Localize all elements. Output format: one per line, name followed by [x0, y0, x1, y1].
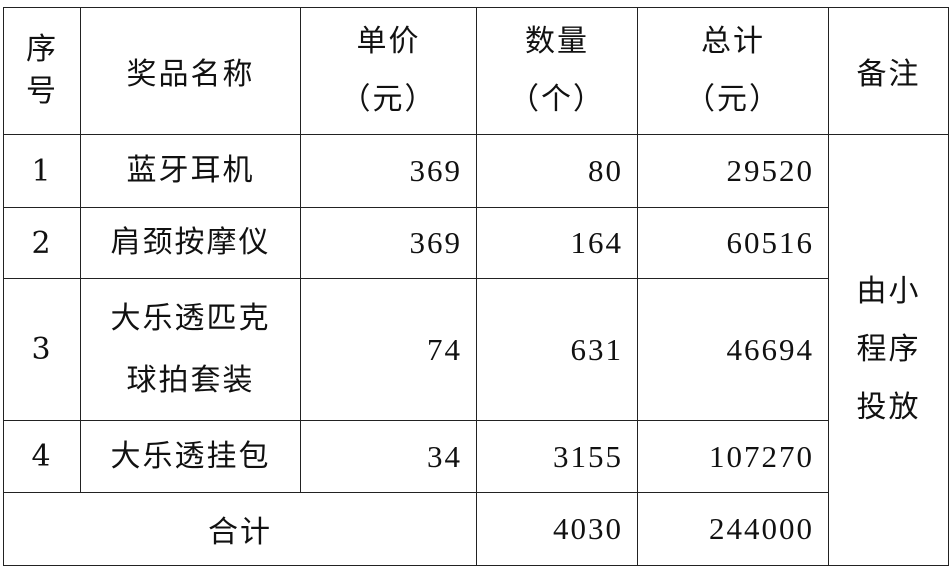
note-line: 投放 — [856, 390, 921, 425]
cell-name: 蓝牙耳机 — [80, 134, 301, 208]
cell-index: 2 — [3, 207, 81, 279]
header-index-line: 序 — [26, 32, 58, 67]
header-qty-label: 数量 — [525, 24, 589, 59]
table-row: 3 大乐透匹克球拍套装 74 631 46694 — [3, 278, 949, 421]
summary-total: 244000 — [637, 492, 829, 566]
cell-price: 34 — [300, 420, 477, 493]
header-total: 总计 （元） — [637, 7, 829, 135]
cell-name: 肩颈按摩仪 — [80, 207, 301, 279]
name-line: 大乐透挂包 — [110, 438, 271, 474]
header-index-line: 号 — [26, 74, 58, 109]
header-total-unit: （元） — [685, 82, 781, 117]
header-total-label: 总计 — [701, 24, 765, 59]
cell-total: 107270 — [637, 420, 829, 493]
name-line: 大乐透匹克 — [110, 300, 271, 336]
cell-qty: 3155 — [476, 420, 638, 493]
header-index: 序号 — [3, 7, 81, 135]
name-line: 肩颈按摩仪 — [110, 225, 271, 260]
header-price-label: 单价 — [356, 24, 421, 59]
header-qty: 数量 （个） — [476, 7, 638, 135]
summary-qty: 4030 — [476, 492, 638, 566]
cell-index: 3 — [3, 278, 81, 421]
cell-index: 1 — [3, 134, 81, 208]
table-row: 2 肩颈按摩仪 369 164 60516 — [3, 207, 949, 279]
header-price-unit: （元） — [340, 82, 437, 117]
summary-row: 合计 4030 244000 — [3, 492, 949, 566]
note-line: 程序 — [856, 332, 921, 367]
header-note: 备注 — [828, 7, 949, 135]
prize-table: 序号 奖品名称 单价 （元） 数量 （个） 总计 （元） 备注 1 蓝牙耳机 369 … — [3, 7, 949, 566]
cell-index: 4 — [3, 420, 81, 493]
header-row: 序号 奖品名称 单价 （元） 数量 （个） 总计 （元） 备注 — [3, 7, 949, 135]
summary-label: 合计 — [3, 492, 477, 566]
note-line: 由小 — [856, 274, 921, 309]
cell-name: 大乐透挂包 — [80, 420, 301, 493]
cell-note: 由小 程序 投放 — [828, 134, 949, 566]
cell-price: 74 — [300, 278, 477, 421]
cell-total: 29520 — [637, 134, 829, 208]
header-qty-unit: （个） — [509, 82, 605, 117]
cell-price: 369 — [300, 134, 477, 208]
cell-qty: 80 — [476, 134, 638, 208]
table-row: 1 蓝牙耳机 369 80 29520 由小程序投放 — [3, 134, 949, 566]
cell-qty: 164 — [476, 207, 638, 279]
header-price: 单价 （元） — [300, 7, 477, 135]
cell-qty: 631 — [476, 278, 638, 421]
name-line: 球拍套装 — [126, 362, 255, 398]
cell-name: 大乐透匹克 球拍套装 — [80, 278, 301, 421]
table-row: 4 大乐透挂包 34 3155 107270 — [3, 420, 949, 493]
name-line: 蓝牙耳机 — [126, 153, 255, 188]
cell-total: 60516 — [637, 207, 829, 279]
cell-total: 46694 — [637, 278, 829, 421]
cell-price: 369 — [300, 207, 477, 279]
header-name: 奖品名称 — [80, 7, 301, 135]
